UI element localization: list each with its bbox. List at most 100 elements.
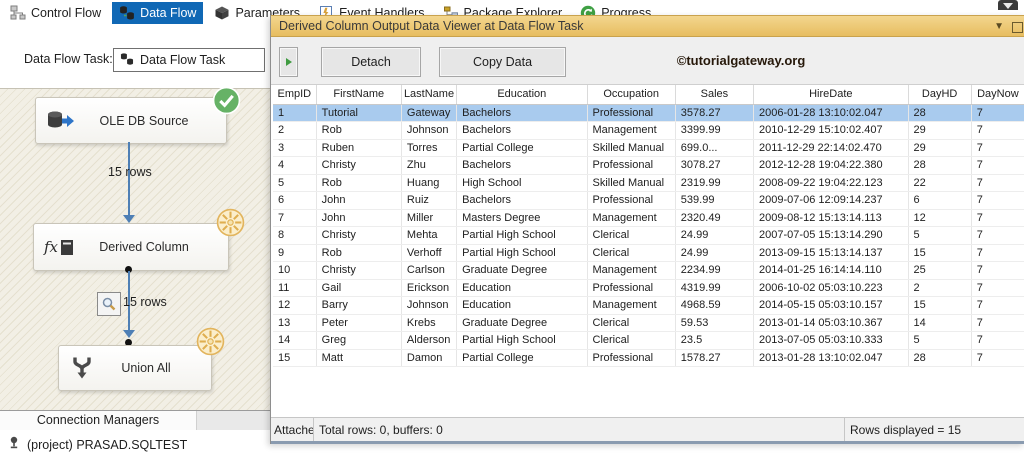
table-cell[interactable]: Mehta (401, 226, 458, 245)
table-cell[interactable]: 699.0... (675, 139, 755, 157)
table-cell[interactable]: Ruben (316, 139, 402, 157)
table-cell[interactable]: Rob (316, 121, 402, 140)
table-cell[interactable]: 14 (273, 331, 317, 350)
table-cell[interactable]: Partial High School (456, 331, 588, 350)
table-cell[interactable]: 7 (971, 244, 1024, 262)
table-row[interactable]: 2 Rob Johnson Bachelors Management 3399.99 201… (273, 121, 1024, 140)
table-cell[interactable]: Clerical (587, 331, 676, 350)
table-cell[interactable]: Miller (401, 209, 458, 227)
table-cell[interactable]: Alderson (401, 331, 458, 350)
table-cell[interactable]: Rob (316, 174, 402, 192)
table-cell[interactable]: 2319.99 (675, 174, 755, 192)
table-row[interactable]: 7 John Miller Masters Degree Management 2320.… (273, 209, 1024, 227)
table-cell[interactable]: 7 (971, 156, 1024, 175)
table-cell[interactable]: High School (456, 174, 588, 192)
table-cell[interactable]: 2320.49 (675, 209, 755, 227)
table-cell[interactable]: Management (587, 296, 676, 315)
table-cell[interactable]: Johnson (401, 121, 458, 140)
table-cell[interactable]: Torres (401, 139, 458, 157)
table-cell[interactable]: Education (456, 296, 588, 315)
table-cell[interactable]: 15 (908, 296, 972, 315)
table-cell[interactable]: 10 (273, 261, 317, 280)
table-cell[interactable]: 539.99 (675, 191, 755, 210)
table-cell[interactable]: 7 (971, 209, 1024, 227)
table-cell[interactable]: 28 (908, 156, 972, 175)
table-row[interactable]: 5 Rob Huang High School Skilled Manual 2319.9… (273, 174, 1024, 192)
table-cell[interactable]: 2011-12-29 22:14:02.470 (753, 139, 909, 157)
design-surface[interactable]: OLE DB Source 15 rows fx Derived Column … (0, 86, 270, 411)
table-cell[interactable]: Barry (316, 296, 402, 315)
table-cell[interactable]: 15 (273, 349, 317, 367)
table-row[interactable]: 6 John Ruiz Bachelors Professional 539.99 2009… (273, 191, 1024, 210)
table-cell[interactable]: Rob (316, 244, 402, 262)
table-cell[interactable]: 2013-09-15 15:13:14.137 (753, 244, 909, 262)
table-cell[interactable]: Management (587, 209, 676, 227)
table-cell[interactable]: Johnson (401, 296, 458, 315)
table-cell[interactable]: 4319.99 (675, 279, 755, 297)
table-cell[interactable]: 2 (273, 121, 317, 140)
table-cell[interactable]: Peter (316, 314, 402, 332)
table-cell[interactable]: 2014-01-25 16:14:14.110 (753, 261, 909, 280)
table-cell[interactable]: 28 (908, 349, 972, 367)
table-row[interactable]: 14 Greg Alderson Partial High School Clerica… (273, 331, 1024, 350)
table-cell[interactable]: 8 (273, 226, 317, 245)
table-cell[interactable]: 4968.59 (675, 296, 755, 315)
table-row[interactable]: 13 Peter Krebs Graduate Degree Clerical 59.53… (273, 314, 1024, 332)
table-cell[interactable]: 28 (908, 104, 972, 122)
table-cell[interactable]: Clerical (587, 314, 676, 332)
table-cell[interactable]: 2006-10-02 05:03:10.223 (753, 279, 909, 297)
table-cell[interactable]: 2234.99 (675, 261, 755, 280)
table-cell[interactable]: 3578.27 (675, 104, 755, 122)
table-cell[interactable]: Professional (587, 279, 676, 297)
table-row[interactable]: 10 Christy Carlson Graduate Degree Managemen… (273, 261, 1024, 280)
table-cell[interactable]: 2013-01-14 05:03:10.367 (753, 314, 909, 332)
table-cell[interactable]: 25 (908, 261, 972, 280)
chevron-down-icon[interactable]: ▼ (994, 21, 1004, 32)
table-row[interactable]: 12 Barry Johnson Education Management 4968.59… (273, 296, 1024, 315)
table-cell[interactable]: 24.99 (675, 226, 755, 245)
table-cell[interactable]: 7 (971, 121, 1024, 140)
table-cell[interactable]: Partial College (456, 139, 588, 157)
table-cell[interactable]: 59.53 (675, 314, 755, 332)
table-cell[interactable]: Christy (316, 156, 402, 175)
table-cell[interactable]: Professional (587, 156, 676, 175)
table-cell[interactable]: 6 (908, 191, 972, 210)
table-cell[interactable]: 7 (971, 349, 1024, 367)
table-cell[interactable]: Damon (401, 349, 458, 367)
table-cell[interactable]: 5 (908, 331, 972, 350)
table-cell[interactable]: Ruiz (401, 191, 458, 210)
data-viewer-magnifier-button[interactable] (97, 292, 121, 316)
table-cell[interactable]: Gateway (401, 104, 458, 122)
table-cell[interactable]: 2009-08-12 15:13:14.113 (753, 209, 909, 227)
detach-button[interactable]: Detach (321, 47, 421, 77)
table-cell[interactable]: 7 (971, 191, 1024, 210)
table-cell[interactable]: 2014-05-15 05:03:10.157 (753, 296, 909, 315)
table-cell[interactable]: Bachelors (456, 156, 588, 175)
table-cell[interactable]: 7 (971, 174, 1024, 192)
table-cell[interactable]: 3 (273, 139, 317, 157)
table-cell[interactable]: Huang (401, 174, 458, 192)
data-flow-task-combobox[interactable]: Data Flow Task (113, 48, 265, 72)
table-cell[interactable]: John (316, 191, 402, 210)
table-row[interactable]: 3 Ruben Torres Partial College Skilled Manua… (273, 139, 1024, 157)
maximize-icon[interactable] (1012, 22, 1023, 33)
table-cell[interactable]: Greg (316, 331, 402, 350)
table-cell[interactable]: 7 (971, 104, 1024, 122)
table-cell[interactable]: 2 (908, 279, 972, 297)
table-cell[interactable]: Bachelors (456, 121, 588, 140)
connection-manager-item[interactable]: (project) PRASAD.SQLTEST (0, 430, 271, 453)
table-row[interactable]: 15 Matt Damon Partial College Professional 15… (273, 349, 1024, 367)
table-row[interactable]: 9 Rob Verhoff Partial High School Clerical 24… (273, 244, 1024, 262)
table-cell[interactable]: Carlson (401, 261, 458, 280)
table-cell[interactable]: Christy (316, 261, 402, 280)
tab-data-flow[interactable]: Data Flow (112, 2, 204, 24)
table-cell[interactable]: 11 (273, 279, 317, 297)
table-cell[interactable]: 29 (908, 121, 972, 140)
table-cell[interactable]: Graduate Degree (456, 314, 588, 332)
table-cell[interactable]: Gail (316, 279, 402, 297)
table-cell[interactable]: Skilled Manual (587, 139, 676, 157)
table-cell[interactable]: Management (587, 261, 676, 280)
table-cell[interactable]: Professional (587, 349, 676, 367)
table-cell[interactable]: 2013-01-28 13:10:02.047 (753, 349, 909, 367)
table-row[interactable]: 8 Christy Mehta Partial High School Clerical… (273, 226, 1024, 245)
